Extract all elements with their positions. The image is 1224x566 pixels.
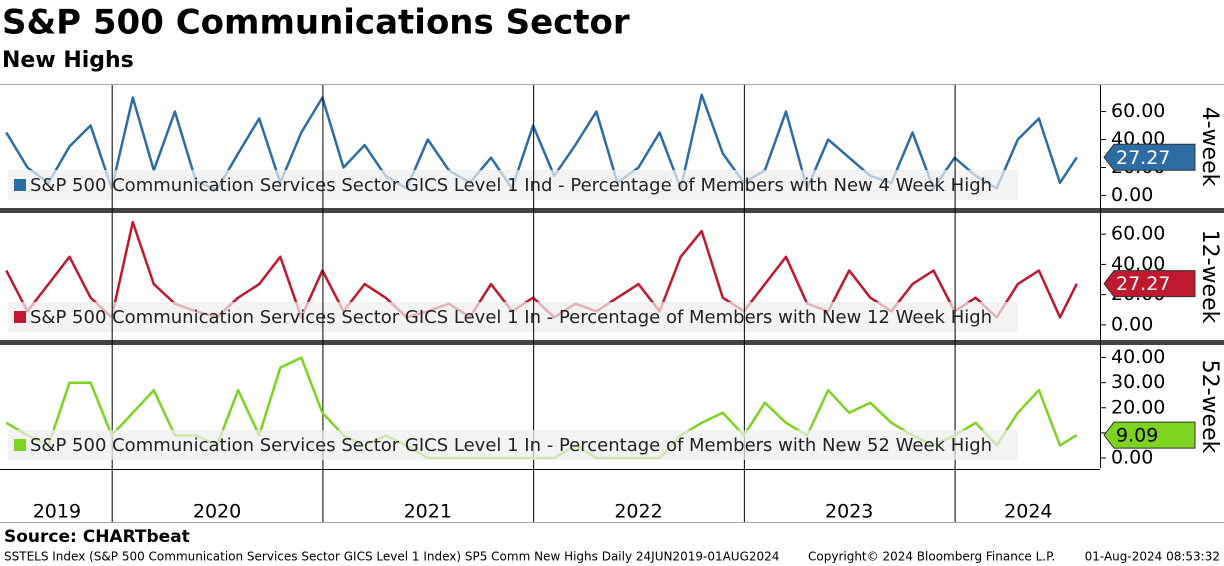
timestamp: 01-Aug-2024 08:53:32 [1085,550,1220,564]
axis-title: 4-week [1197,107,1222,187]
chart-title: S&P 500 Communications Sector [2,3,630,43]
x-tick-label: 2023 [825,501,873,523]
last-value-tag [1103,270,1196,298]
legend-box [8,170,1018,200]
last-value-label: 9.09 [1116,425,1158,447]
copyright: Copyright© 2024 Bloomberg Finance L.P. [808,550,1055,564]
legend-label: S&P 500 Communication Services Sector GI… [30,435,992,456]
legend-swatch [14,311,26,323]
x-tick-label: 2019 [33,501,81,523]
x-tick-label: 2022 [614,501,662,523]
axis-title: 52-week [1197,360,1222,454]
x-tick-label: 2020 [193,501,241,523]
source: Source: CHARTbeat [4,527,190,547]
last-value-label: 27.27 [1116,147,1170,169]
y-tick-label: 30.00 [1111,371,1165,393]
y-tick-label: 40.00 [1111,253,1165,275]
last-value-tag [1103,421,1196,449]
x-tick-label: 2024 [1004,501,1052,523]
x-tick-label: 2021 [404,501,452,523]
last-value-label: 27.27 [1116,273,1170,295]
legend-label: S&P 500 Communication Services Sector GI… [30,307,992,328]
chart-subtitle: New Highs [2,48,134,73]
legend-label: S&P 500 Communication Services Sector GI… [30,175,992,196]
y-tick-label: 60.00 [1111,100,1165,122]
y-tick-label: 0.00 [1111,184,1153,206]
y-tick-label: 0.00 [1111,313,1153,335]
legend-box [8,430,1018,460]
description: SSTELS Index (S&P 500 Communication Serv… [4,550,779,564]
y-tick-label: 40.00 [1111,346,1165,368]
y-tick-label: 20.00 [1111,396,1165,418]
legend-swatch [14,179,26,191]
legend-swatch [14,439,26,451]
panel-separator [0,340,1224,345]
axis-title: 12-week [1197,230,1222,324]
last-value-tag [1103,143,1196,171]
panel-separator [0,208,1224,213]
series-line [5,93,1078,192]
y-tick-label: 60.00 [1111,223,1165,245]
y-tick-label: 0.00 [1111,446,1153,468]
legend-box [8,302,1018,332]
